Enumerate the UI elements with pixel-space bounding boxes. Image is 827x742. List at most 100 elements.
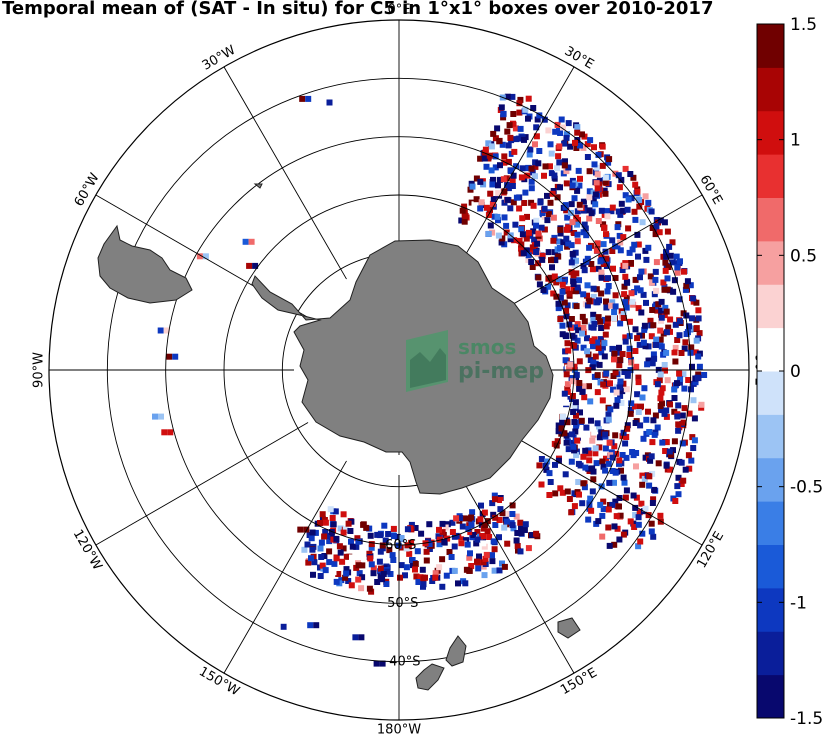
data-pixel [616, 495, 623, 501]
data-pixel [534, 240, 541, 247]
data-pixel [695, 315, 702, 322]
data-pixel [687, 282, 694, 289]
data-pixel [550, 214, 557, 221]
data-pixel [439, 529, 446, 536]
data-pixel [602, 467, 609, 474]
data-pixel [605, 524, 612, 531]
data-pixel [461, 530, 468, 537]
data-pixel [489, 229, 496, 236]
data-pixel [674, 413, 681, 420]
data-pixel [319, 562, 326, 569]
data-pixel [536, 112, 543, 119]
data-pixel [667, 316, 674, 323]
data-pixel [662, 448, 669, 454]
data-pixel [580, 480, 587, 487]
data-pixel [489, 500, 496, 507]
data-pixel [632, 420, 639, 426]
data-pixel [645, 244, 652, 251]
data-pixel [617, 320, 624, 327]
data-pixel [435, 533, 442, 540]
data-pixel [453, 515, 460, 522]
data-pixel [533, 222, 539, 229]
data-pixel [524, 213, 530, 220]
data-pixel [513, 194, 520, 201]
data-pixel [600, 261, 607, 267]
data-pixel [485, 230, 492, 237]
data-pixel [636, 509, 643, 516]
data-pixel [492, 496, 498, 503]
data-pixel [604, 320, 611, 327]
data-pixel [536, 148, 543, 154]
data-pixel [634, 335, 641, 342]
data-pixel [526, 151, 533, 158]
data-pixel [618, 400, 625, 406]
data-pixel [521, 136, 527, 143]
data-pixel [660, 279, 667, 286]
data-pixel [600, 221, 607, 228]
data-pixel [635, 374, 642, 381]
colorbar-segment [757, 371, 784, 415]
data-pixel [653, 223, 660, 230]
data-pixel [480, 540, 487, 547]
data-pixel [627, 171, 634, 177]
data-pixel [533, 133, 540, 140]
data-pixel [556, 127, 562, 134]
data-pixel [663, 308, 670, 315]
data-pixel [564, 488, 571, 495]
data-pixel [436, 536, 443, 543]
data-pixel [618, 200, 625, 207]
data-pixel [514, 543, 521, 549]
data-pixel [613, 513, 620, 520]
data-pixel [495, 182, 501, 189]
data-pixel [581, 318, 588, 325]
data-pixel [571, 402, 578, 409]
colorbar-segment [757, 501, 784, 545]
data-pixel [676, 296, 683, 303]
data-pixel [595, 518, 602, 525]
data-pixel [459, 207, 466, 214]
data-pixel [617, 197, 624, 204]
data-pixel [675, 421, 682, 428]
data-pixel [570, 272, 577, 279]
data-pixel [555, 300, 562, 307]
data-pixel [569, 378, 576, 385]
data-pixel [670, 288, 677, 295]
data-pixel [286, 623, 293, 630]
data-pixel [658, 343, 665, 350]
data-pixel [662, 304, 669, 311]
data-pixel [595, 151, 602, 158]
data-pixel [481, 572, 488, 579]
data-pixel [595, 314, 602, 321]
data-pixel [624, 206, 631, 213]
data-pixel [504, 182, 511, 188]
data-pixel [504, 128, 511, 135]
data-pixel [692, 379, 699, 386]
data-pixel [507, 134, 514, 141]
data-pixel [574, 238, 581, 245]
data-pixel [516, 100, 523, 107]
data-pixel [617, 392, 624, 399]
data-pixel [605, 315, 612, 322]
meridian-line [451, 66, 575, 280]
data-pixel [305, 559, 312, 566]
data-pixel [569, 219, 576, 226]
data-pixel [537, 199, 544, 206]
data-pixel [489, 200, 496, 207]
data-pixel [675, 491, 682, 498]
data-pixel [477, 178, 484, 185]
data-pixel [665, 264, 672, 270]
data-pixel [541, 213, 548, 220]
data-pixel [611, 523, 618, 530]
data-pixel [486, 152, 493, 159]
data-pixel [166, 353, 173, 360]
data-pixel [695, 353, 702, 360]
data-pixel [600, 506, 607, 512]
data-pixel [640, 339, 647, 346]
latitude-label: 50°S [387, 596, 418, 611]
data-pixel [487, 222, 494, 229]
longitude-label: 180°W [377, 723, 421, 738]
data-pixel [576, 380, 583, 386]
data-pixel [591, 429, 598, 436]
data-pixel [620, 531, 627, 538]
data-pixel [547, 274, 554, 281]
